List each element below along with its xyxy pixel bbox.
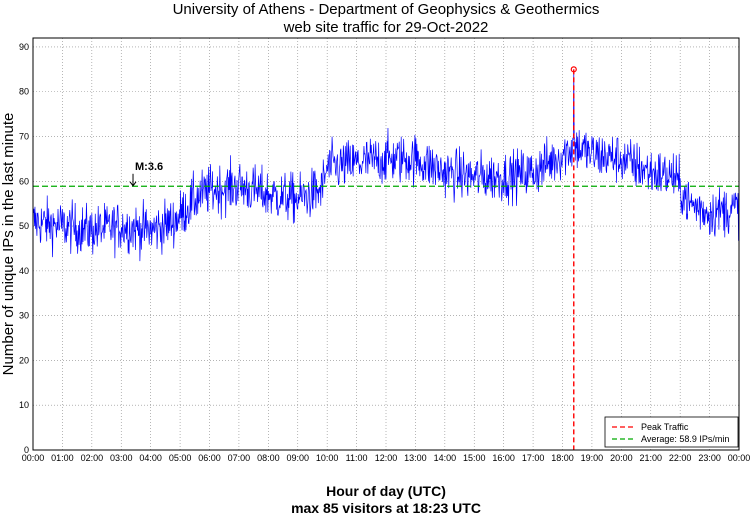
peak-marker bbox=[570, 66, 577, 73]
x-tick-label: 17:00 bbox=[522, 453, 545, 463]
x-tick-label: 09:00 bbox=[286, 453, 309, 463]
x-tick-label: 01:00 bbox=[51, 453, 74, 463]
x-tick-label: 21:00 bbox=[639, 453, 662, 463]
annotation-arrow-head bbox=[129, 181, 137, 187]
y-tick-label: 60 bbox=[19, 176, 29, 186]
legend: Peak Traffic Average: 58.9 IPs/min bbox=[604, 416, 739, 448]
y-tick-label: 30 bbox=[19, 311, 29, 321]
x-tick-label: 16:00 bbox=[492, 453, 515, 463]
plot-area bbox=[33, 38, 739, 450]
y-tick-label: 10 bbox=[19, 400, 29, 410]
chart-subtitle: max 85 visitors at 18:23 UTC bbox=[291, 500, 481, 515]
x-tick-label: 13:00 bbox=[404, 453, 427, 463]
x-tick-label: 00:00 bbox=[22, 453, 45, 463]
x-tick-label: 00:00 bbox=[728, 453, 750, 463]
y-tick-label: 50 bbox=[19, 221, 29, 231]
x-tick-label: 04:00 bbox=[139, 453, 162, 463]
y-tick-label: 20 bbox=[19, 355, 29, 365]
legend-peak-label: Peak Traffic bbox=[641, 422, 689, 432]
x-tick-label: 07:00 bbox=[228, 453, 251, 463]
plot-frame bbox=[32, 37, 740, 451]
x-tick-label: 08:00 bbox=[257, 453, 280, 463]
x-tick-label: 05:00 bbox=[169, 453, 192, 463]
x-tick-label: 22:00 bbox=[669, 453, 692, 463]
x-tick-label: 19:00 bbox=[581, 453, 604, 463]
x-tick-label: 03:00 bbox=[110, 453, 133, 463]
y-tick-label: 90 bbox=[19, 42, 29, 52]
annotation-label: M:3.6 bbox=[135, 161, 163, 173]
chart-title-line-2: web site traffic for 29-Oct-2022 bbox=[283, 19, 489, 36]
x-tick-label: 18:00 bbox=[551, 453, 574, 463]
x-axis-label: Hour of day (UTC) bbox=[326, 483, 446, 499]
legend-box bbox=[604, 416, 739, 448]
grid bbox=[33, 38, 739, 450]
y-axis-label: Number of unique IPs in the last minute bbox=[0, 113, 17, 376]
x-tick-label: 12:00 bbox=[375, 453, 398, 463]
y-tick-label: 0 bbox=[24, 445, 29, 455]
x-tick-label: 06:00 bbox=[198, 453, 221, 463]
x-tick-label: 15:00 bbox=[463, 453, 486, 463]
y-tick-label: 40 bbox=[19, 266, 29, 276]
x-tick-label: 10:00 bbox=[316, 453, 339, 463]
x-tick-label: 20:00 bbox=[610, 453, 633, 463]
x-tick-label: 02:00 bbox=[81, 453, 104, 463]
legend-average-label: Average: 58.9 IPs/min bbox=[641, 434, 729, 444]
chart-title-line-1: University of Athens - Department of Geo… bbox=[173, 1, 600, 18]
y-tick-label: 80 bbox=[19, 87, 29, 97]
traffic-series-line bbox=[32, 69, 740, 262]
x-tick-label: 14:00 bbox=[434, 453, 457, 463]
x-tick-label: 23:00 bbox=[698, 453, 721, 463]
y-tick-label: 70 bbox=[19, 132, 29, 142]
x-tick-label: 11:00 bbox=[346, 453, 368, 463]
